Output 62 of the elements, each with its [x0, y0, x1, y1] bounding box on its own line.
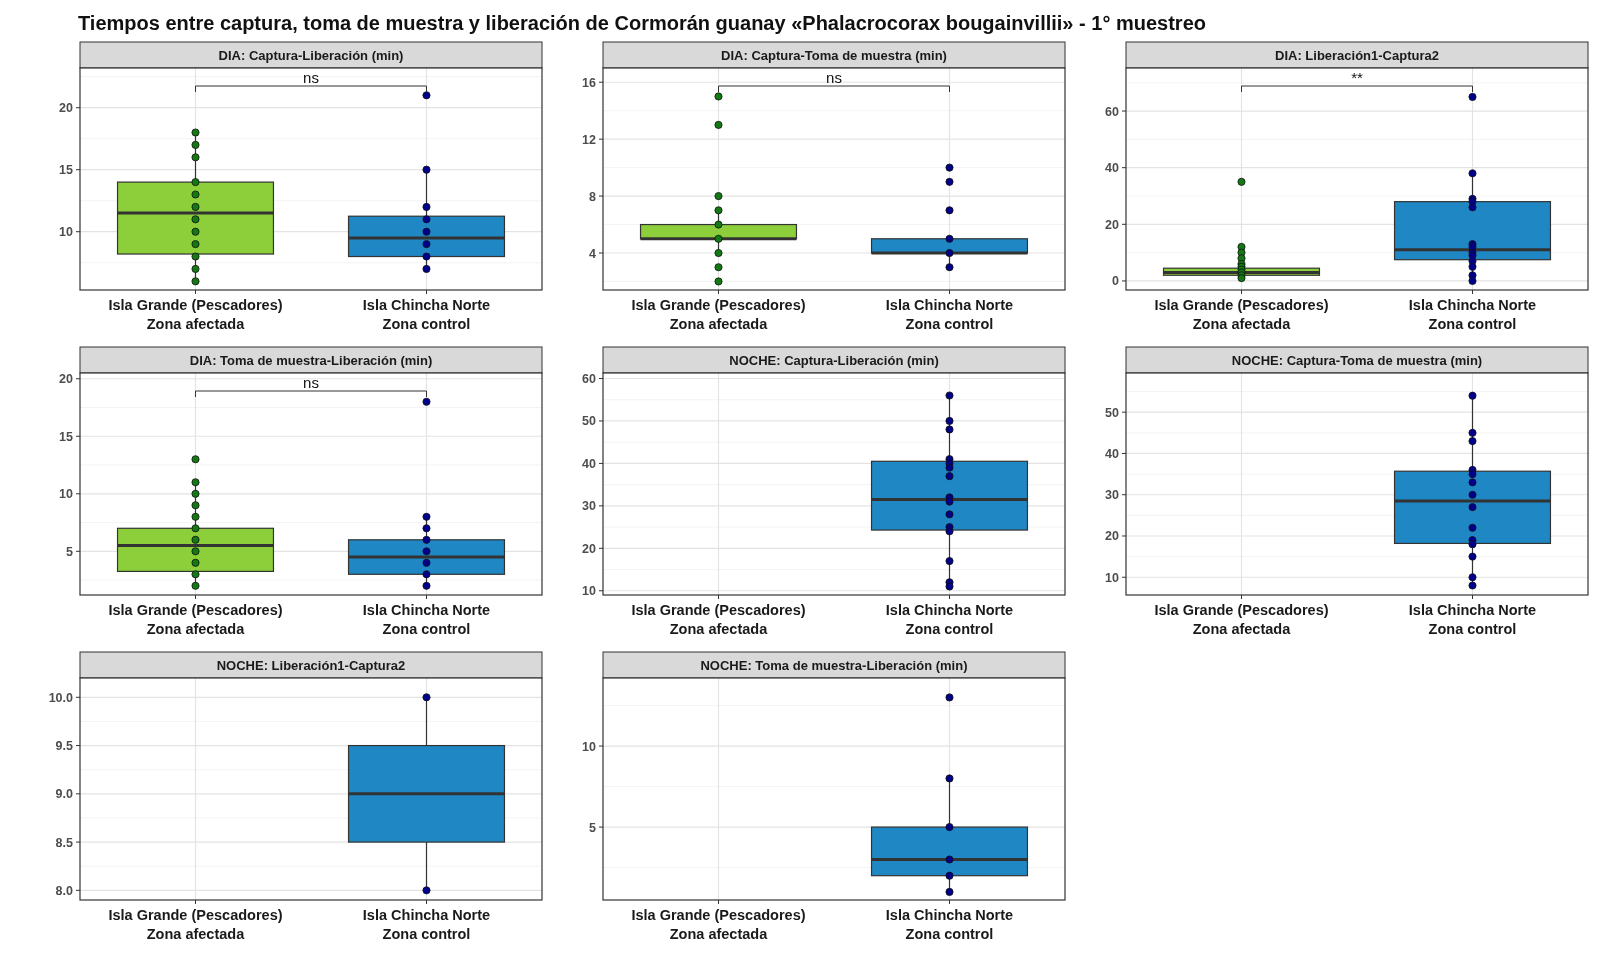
- y-tick-label: 0: [1112, 274, 1120, 289]
- y-tick-label: 5: [66, 544, 74, 559]
- x-tick-label: Isla Grande (Pescadores) Zona afectada: [1154, 602, 1329, 637]
- x-tick-label: Isla Chincha Norte Zona control: [362, 297, 491, 332]
- y-tick-label: 8: [589, 189, 597, 204]
- annotation: **: [1351, 69, 1363, 86]
- y-tick-label: 20: [1105, 529, 1120, 544]
- y-tick-label: 8.5: [55, 835, 74, 850]
- annotation: ns: [303, 374, 319, 391]
- y-tick-label: 20: [582, 541, 597, 556]
- y-tick-label: 40: [582, 456, 597, 471]
- y-tick-label: 40: [1105, 161, 1120, 176]
- y-tick-label: 16: [582, 75, 597, 90]
- y-tick-label: 9.0: [55, 787, 74, 802]
- x-tick-label: Isla Chincha Norte Zona control: [885, 907, 1014, 942]
- chart-title: NOCHE: Captura-Liberación (min): [729, 353, 939, 368]
- chart-title: DIA: Captura-Toma de muestra (min): [721, 48, 947, 63]
- y-tick-label: 10: [582, 739, 597, 754]
- x-tick-label: Isla Grande (Pescadores) Zona afectada: [631, 297, 806, 332]
- y-tick-label: 20: [1105, 217, 1120, 232]
- annotation: ns: [303, 69, 319, 86]
- chart-title: DIA: Liberación1-Captura2: [1275, 48, 1439, 63]
- x-tick-label: Isla Chincha Norte Zona control: [1408, 297, 1537, 332]
- chart-title: NOCHE: Captura-Toma de muestra (min): [1231, 353, 1483, 368]
- y-tick-label: 30: [582, 499, 597, 514]
- x-tick-label: Isla Grande (Pescadores) Zona afectada: [631, 602, 806, 637]
- y-tick-label: 12: [582, 132, 597, 147]
- x-tick-label: Isla Grande (Pescadores) Zona afectada: [631, 907, 806, 942]
- text: Tiempos entre captura, toma de muestra y liberación de Cormorán guanay «Phalacrocorax bougainvillii» - 1° muestreo: [78, 12, 1206, 34]
- y-tick-label: 9.5: [55, 739, 74, 754]
- chart-title: DIA: Captura-Liberación (min): [218, 48, 404, 63]
- x-tick-label: Isla Grande (Pescadores) Zona afectada: [108, 602, 283, 637]
- y-tick-label: 10: [59, 487, 74, 502]
- y-tick-label: 15: [59, 163, 74, 178]
- chart-title: NOCHE: Liberación1-Captura2: [216, 658, 406, 673]
- x-tick-label: Isla Chincha Norte Zona control: [885, 297, 1014, 332]
- y-tick-label: 20: [59, 101, 74, 116]
- x-tick-label: Isla Grande (Pescadores) Zona afectada: [108, 297, 283, 332]
- x-tick-label: Isla Chincha Norte Zona control: [885, 602, 1014, 637]
- annotation: ns: [826, 69, 842, 86]
- x-tick-label: Isla Chincha Norte Zona control: [362, 602, 491, 637]
- x-tick-label: Isla Grande (Pescadores) Zona afectada: [108, 907, 283, 942]
- y-tick-label: 10: [1105, 570, 1120, 585]
- chart-title: NOCHE: Toma de muestra-Liberación (min): [700, 658, 968, 673]
- y-tick-label: 10: [582, 584, 597, 599]
- y-tick-label: 60: [582, 372, 597, 387]
- y-tick-label: 40: [1105, 446, 1120, 461]
- x-tick-label: Isla Chincha Norte Zona control: [1408, 602, 1537, 637]
- y-tick-label: 8.0: [55, 883, 74, 898]
- y-tick-label: 5: [589, 820, 597, 835]
- y-tick-label: 4: [589, 246, 597, 261]
- y-tick-label: 15: [59, 429, 74, 444]
- y-tick-label: 20: [59, 372, 74, 387]
- y-tick-label: 10.0: [48, 690, 74, 705]
- y-tick-label: 30: [1105, 488, 1120, 503]
- y-tick-label: 50: [1105, 405, 1120, 420]
- y-tick-label: 60: [1105, 104, 1120, 119]
- x-tick-label: Isla Grande (Pescadores) Zona afectada: [1154, 297, 1329, 332]
- y-tick-label: 10: [59, 225, 74, 240]
- chart-title: DIA: Toma de muestra-Liberación (min): [189, 353, 433, 368]
- y-tick-label: 50: [582, 414, 597, 429]
- x-tick-label: Isla Chincha Norte Zona control: [362, 907, 491, 942]
